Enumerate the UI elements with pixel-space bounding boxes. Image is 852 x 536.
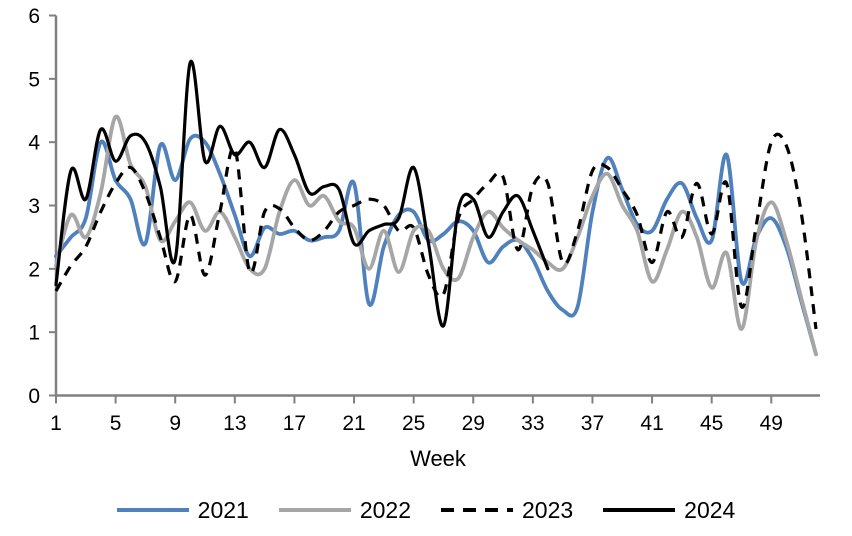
legend-label-2023: 2023 [522,496,574,523]
series-line-2022 [54,114,818,357]
x-tick-label: 29 [462,412,485,435]
x-tick-label: 5 [110,412,122,435]
series-line-2024 [54,59,550,328]
legend-label-2022: 2022 [359,496,411,523]
x-tick-label: 17 [283,412,306,435]
x-tick-label: 21 [342,412,365,435]
legend-swatch-2021-line [116,508,189,512]
y-tick-label: 3 [28,195,40,218]
series-line-2023 [54,132,818,330]
legend-swatch-2022-line [278,508,351,512]
chart-legend: 2021 2022 2023 2024 [0,490,852,530]
y-tick-label: 4 [28,132,40,155]
y-tick-label: 1 [28,322,40,345]
x-tick-label: 45 [700,412,723,435]
y-tick-label: 6 [28,5,40,28]
legend-swatch-2024-line [603,508,676,512]
x-tick-label: 25 [402,412,425,435]
series-line-2021 [54,133,818,357]
x-tick-label: 1 [50,412,62,435]
y-tick-label: 2 [28,258,40,281]
x-tick-label: 9 [169,412,181,435]
x-tick-label: 49 [760,412,783,435]
legend-item-2024: 2024 [603,496,736,523]
legend-item-2021: 2021 [116,496,249,523]
x-tick-label: 33 [521,412,544,435]
y-tick-label: 0 [28,385,40,408]
legend-label-2024: 2024 [684,496,736,523]
y-tick-label: 5 [28,68,40,91]
x-tick-label: 37 [581,412,604,435]
x-tick-label: 41 [640,412,663,435]
legend-swatch-2023-dashed-line [441,508,513,512]
x-tick-label: 13 [223,412,246,435]
x-axis-title: Week [410,446,467,471]
legend-label-2021: 2021 [197,496,249,523]
legend-item-2022: 2022 [278,496,411,523]
legend-item-2023: 2023 [441,496,574,523]
